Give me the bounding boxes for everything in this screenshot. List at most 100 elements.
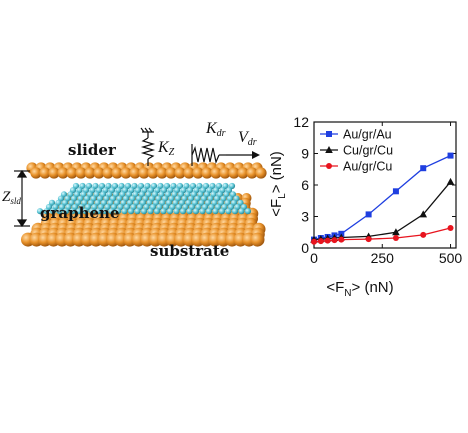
data-point	[338, 236, 345, 243]
y-axis-label: <FL> (nN)	[268, 151, 288, 217]
graphene-atom	[225, 208, 232, 215]
graphene-atom	[166, 208, 174, 215]
graphene-atom	[43, 208, 50, 215]
data-point	[324, 237, 331, 244]
slider-atom	[165, 167, 177, 179]
graphene-atom	[75, 208, 83, 215]
data-series	[310, 152, 455, 245]
slider-atom	[93, 167, 105, 179]
y-tick-label: 12	[293, 114, 309, 130]
graphene-atom	[212, 208, 219, 215]
zsld-marker	[14, 169, 30, 228]
legend: Au/gr/Au Cu/gr/Cu Au/gr/Cu	[320, 128, 393, 174]
slider-atom	[129, 167, 141, 179]
slider-atom	[75, 167, 87, 179]
data-point	[420, 231, 427, 238]
slider-label: slider	[68, 141, 117, 159]
vdr-label: Vdr	[238, 129, 257, 148]
slider-atom	[111, 167, 123, 179]
graphene-atom	[108, 208, 115, 215]
graphene-atom	[186, 208, 193, 215]
graphene-atom	[121, 208, 128, 215]
graphene-atom	[238, 208, 245, 215]
data-point	[331, 237, 338, 244]
slider-atom	[210, 167, 222, 179]
graphene-atom	[160, 208, 167, 215]
legend-label: Au/gr/Au	[343, 128, 392, 142]
data-point	[420, 165, 427, 172]
slider-atom	[39, 167, 51, 179]
y-tick-label: 3	[301, 209, 309, 225]
data-point	[392, 188, 399, 195]
graphene-atom	[153, 208, 161, 215]
data-point	[365, 211, 372, 218]
graphene-atom	[69, 208, 76, 215]
slider-atom	[192, 167, 204, 179]
graphene-atom	[82, 208, 89, 215]
y-tick-label: 6	[301, 177, 309, 193]
slider-layer	[26, 162, 267, 179]
data-point	[392, 235, 399, 242]
graphene-atom	[244, 208, 252, 215]
zsld-label: Zsld	[2, 189, 21, 206]
data-point	[446, 177, 455, 185]
data-point	[311, 238, 317, 245]
legend-entry: Cu/gr/Cu	[320, 144, 393, 158]
slider-atom	[255, 167, 267, 179]
graphene-atom	[36, 208, 44, 215]
graphene-atom	[62, 208, 70, 215]
slider-atom	[48, 167, 60, 179]
friction-force-chart: 0 250 500 0 3 6 9 12 Au/gr/Au Cu/gr/Cu Au/gr/Cu <…	[268, 114, 462, 298]
slider-atom	[219, 167, 231, 179]
data-point	[419, 210, 428, 218]
legend-label: Cu/gr/Cu	[343, 144, 393, 158]
slider-atom	[102, 167, 114, 179]
slider-atom	[201, 167, 213, 179]
kz-spring	[140, 127, 156, 166]
data-point	[326, 131, 332, 137]
x-axis-label: <FN> (nN)	[326, 279, 393, 298]
slider-atom	[30, 167, 42, 179]
md-schematic: KZ Kdr Vdr Zsld slider graphene substrat…	[2, 120, 267, 260]
slider-atom	[246, 167, 258, 179]
graphene-atom	[218, 208, 226, 215]
data-point	[447, 225, 454, 232]
graphene-atom	[192, 208, 200, 215]
graphene-atom	[134, 208, 141, 215]
kdr-spring	[191, 144, 226, 166]
slider-atom	[156, 167, 168, 179]
graphene-atom	[199, 208, 206, 215]
slider-atom	[147, 167, 159, 179]
slider-atom	[84, 167, 96, 179]
graphene-atom	[56, 208, 63, 215]
slider-atom	[174, 167, 186, 179]
legend-entry: Au/gr/Au	[320, 128, 392, 142]
slider-atom	[228, 167, 240, 179]
x-tick-label: 250	[371, 250, 395, 266]
data-point	[325, 146, 333, 153]
velocity-arrow	[226, 151, 260, 159]
series-au-gr-cu	[311, 225, 454, 245]
graphene-atom	[205, 208, 213, 215]
data-point	[326, 163, 332, 169]
kdr-label: Kdr	[205, 120, 226, 139]
data-point	[447, 152, 454, 159]
graphene-atom	[101, 208, 109, 215]
graphene-atom	[95, 208, 102, 215]
legend-label: Au/gr/Cu	[343, 160, 392, 174]
graphene-layer	[36, 182, 252, 215]
slider-atom	[237, 167, 249, 179]
graphene-label: graphene	[40, 204, 120, 222]
x-tick-label: 0	[310, 250, 318, 266]
legend-entry: Au/gr/Cu	[320, 160, 392, 174]
slider-atom	[138, 167, 150, 179]
graphene-atom	[114, 208, 122, 215]
graphene-atom	[179, 208, 187, 215]
substrate-label: substrate	[150, 242, 229, 260]
slider-atom	[66, 167, 78, 179]
graphene-atom	[49, 208, 57, 215]
substrate-atom	[250, 232, 265, 247]
graphene-atom	[173, 208, 180, 215]
slider-atom	[183, 167, 195, 179]
axis-ticks: 0 250 500 0 3 6 9 12	[293, 114, 462, 266]
